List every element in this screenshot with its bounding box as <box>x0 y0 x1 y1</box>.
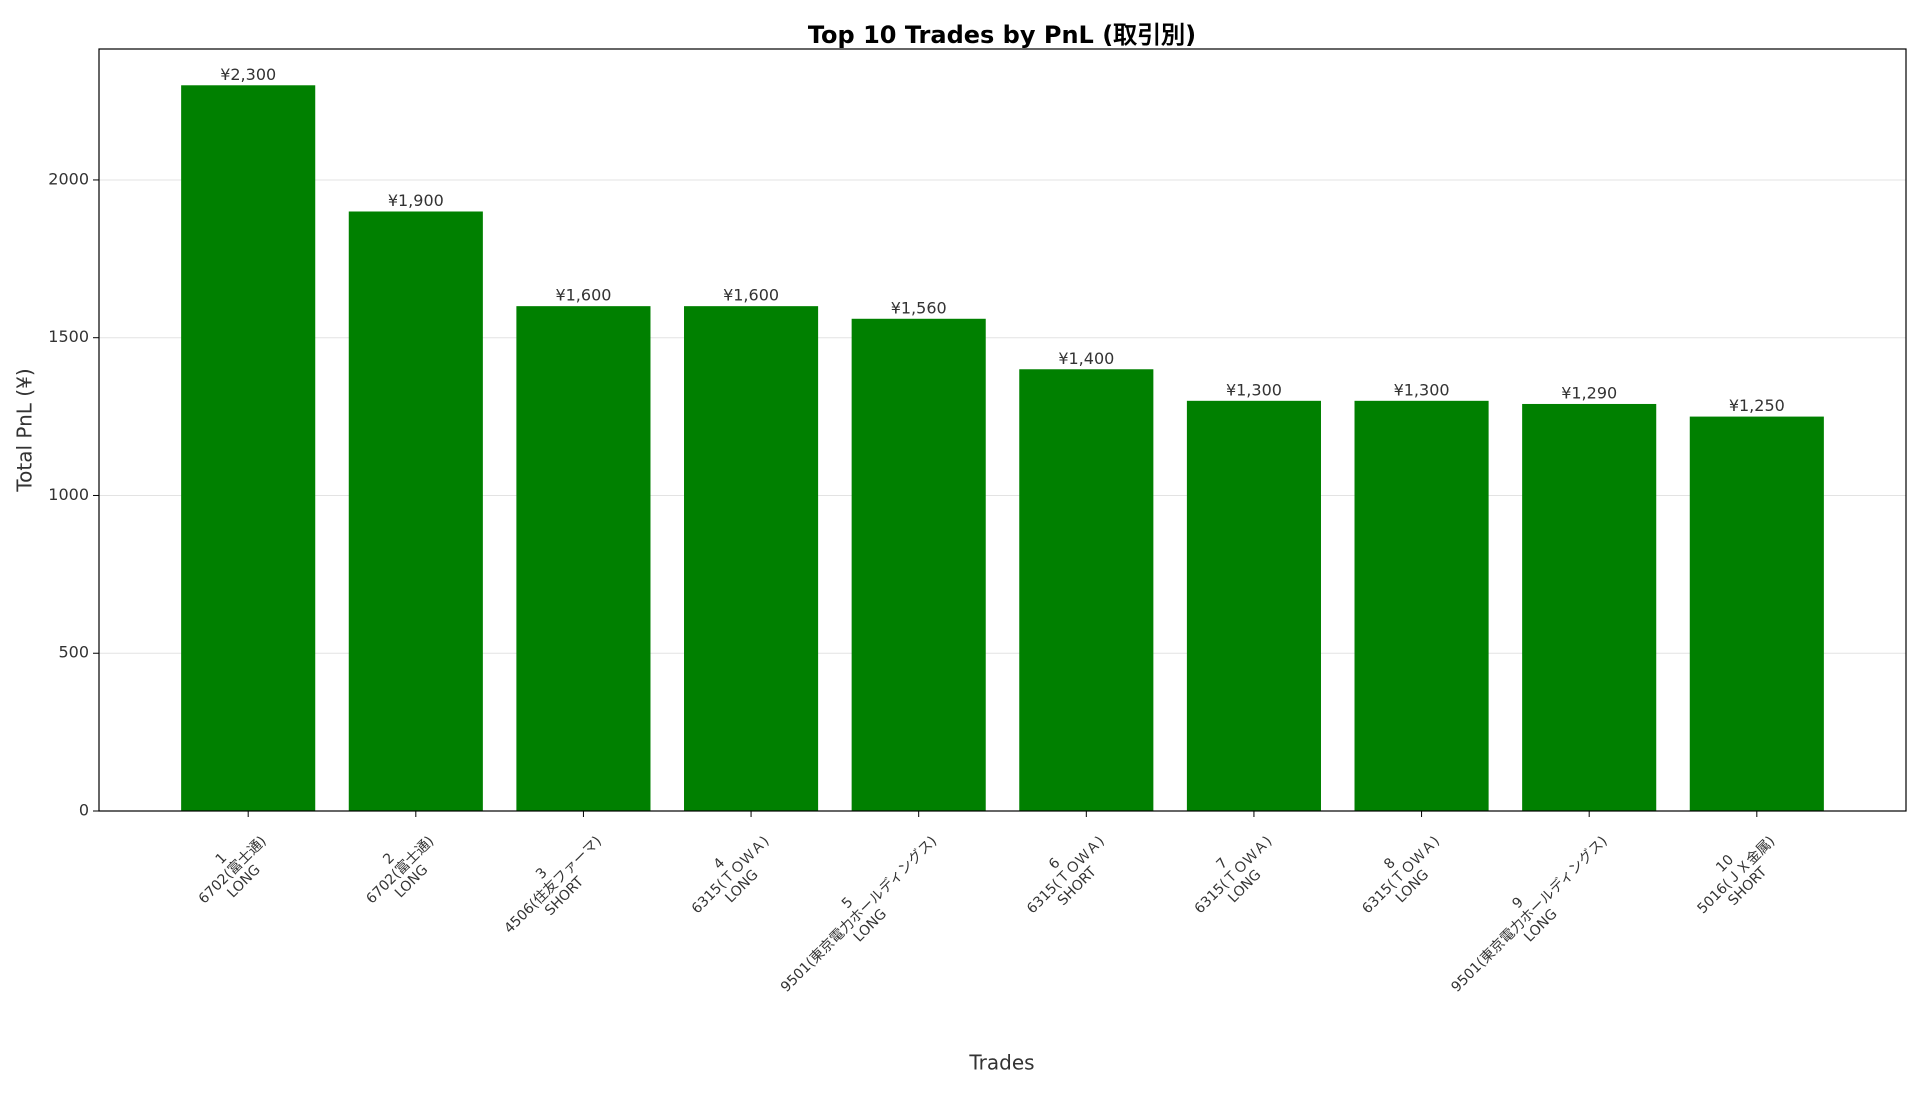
plot-frame <box>98 48 1907 812</box>
value-label: ¥1,290 <box>1561 383 1617 402</box>
x-tick-label-line: 9501(東京電力ホールディングス) <box>1448 833 1611 996</box>
bar <box>684 306 819 811</box>
bar <box>851 318 986 811</box>
bar <box>516 306 651 811</box>
y-tick-label: 0 <box>79 801 89 820</box>
value-label: ¥1,900 <box>388 191 444 210</box>
chart-title: Top 10 Trades by PnL (取引別) <box>808 21 1196 49</box>
bar <box>1522 403 1657 811</box>
y-tick-label: 1000 <box>48 485 89 504</box>
value-label: ¥1,250 <box>1729 396 1785 415</box>
x-tick-label-line: 4506(住友ファーマ) <box>501 833 605 937</box>
y-tick-label: 2000 <box>48 169 89 188</box>
x-tick-label-line: 9501(東京電力ホールディングス) <box>777 833 940 996</box>
bar <box>348 211 483 811</box>
value-label: ¥1,300 <box>1226 380 1282 399</box>
value-label: ¥2,300 <box>220 65 276 84</box>
y-axis-label: Total PnL (¥) <box>13 368 37 492</box>
value-label: ¥1,300 <box>1394 380 1450 399</box>
bar <box>1689 416 1824 811</box>
y-tick-label: 500 <box>58 643 89 662</box>
bar <box>1186 400 1321 811</box>
value-label: ¥1,560 <box>891 298 947 317</box>
value-label: ¥1,400 <box>1058 349 1114 368</box>
x-axis-label: Trades <box>968 1051 1034 1075</box>
bar <box>1354 400 1489 811</box>
value-label: ¥1,600 <box>555 286 611 305</box>
bar <box>1019 369 1154 811</box>
bar <box>181 85 316 812</box>
y-tick-label: 1500 <box>48 327 89 346</box>
value-label: ¥1,600 <box>723 286 779 305</box>
